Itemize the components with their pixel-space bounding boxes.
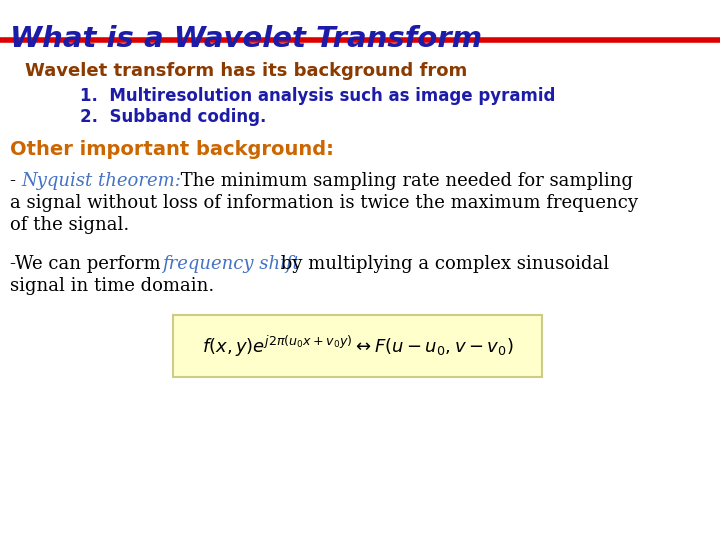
Text: Wavelet transform has its background from: Wavelet transform has its background fro… — [25, 62, 467, 80]
Text: of the signal.: of the signal. — [10, 216, 130, 234]
Text: -We can perform: -We can perform — [10, 255, 166, 273]
Text: Nyquist theorem:: Nyquist theorem: — [21, 172, 181, 190]
Text: Other important background:: Other important background: — [10, 140, 334, 159]
Text: 2.  Subband coding.: 2. Subband coding. — [80, 108, 266, 126]
Text: frequency shift: frequency shift — [162, 255, 300, 273]
Text: a signal without loss of information is twice the maximum frequency: a signal without loss of information is … — [10, 194, 638, 212]
Text: signal in time domain.: signal in time domain. — [10, 277, 215, 295]
FancyBboxPatch shape — [173, 315, 542, 377]
Text: The minimum sampling rate needed for sampling: The minimum sampling rate needed for sam… — [175, 172, 633, 190]
Text: What is a Wavelet Transform: What is a Wavelet Transform — [10, 25, 482, 53]
Text: -: - — [10, 172, 22, 190]
Text: by multiplying a complex sinusoidal: by multiplying a complex sinusoidal — [275, 255, 609, 273]
Text: $f(x,y)e^{j2\pi(u_0x+v_0y)} \leftrightarrow F(u-u_0, v-v_0)$: $f(x,y)e^{j2\pi(u_0x+v_0y)} \leftrightar… — [202, 333, 514, 359]
Text: 1.  Multiresolution analysis such as image pyramid: 1. Multiresolution analysis such as imag… — [80, 87, 555, 105]
